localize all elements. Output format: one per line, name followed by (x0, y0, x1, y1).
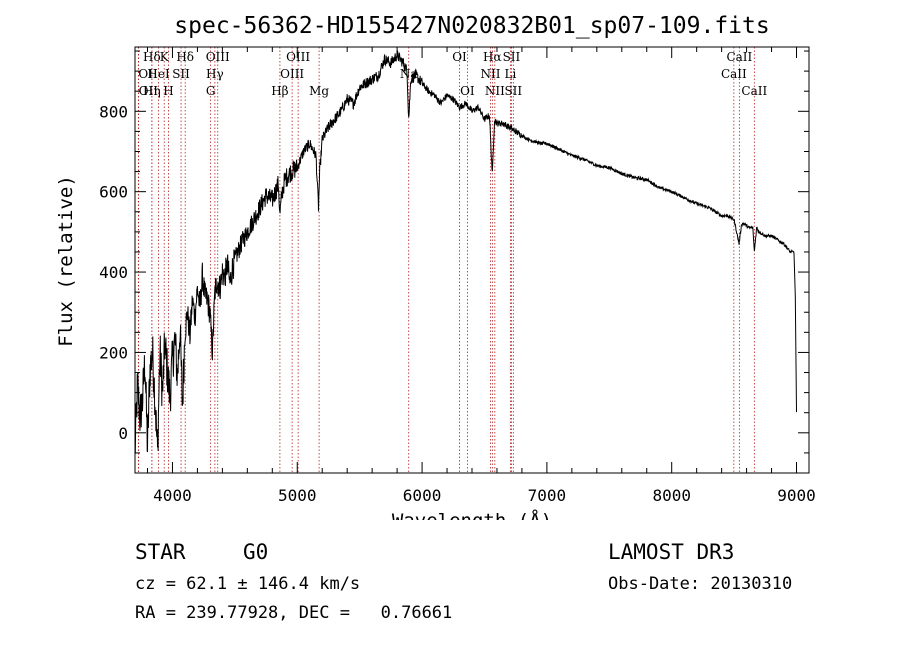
line-label-18: OI (460, 84, 475, 98)
y-tick-label-3: 600 (99, 183, 128, 202)
line-label-25: CaII (726, 50, 752, 64)
x-tick-label-1: 5000 (278, 486, 317, 505)
x-tick-label-0: 4000 (153, 486, 192, 505)
y-axis: 0 200 400 600 800 (99, 50, 809, 474)
x-tick-label-3: 7000 (528, 486, 567, 505)
y-tick-label-4: 800 (99, 102, 128, 121)
redshift-velocity: cz = 62.1 ± 146.4 km/s (135, 574, 361, 594)
x-axis: 4000 5000 6000 7000 8000 9000 (146, 47, 816, 505)
y-axis-label: Flux (relative) (55, 175, 77, 347)
line-label-22: Li (505, 67, 517, 81)
x-tick-label-5: 9000 (777, 486, 816, 505)
line-label-23: NII (485, 84, 505, 98)
line-label-0: Hδ (143, 50, 161, 64)
line-label-4: Hη (143, 84, 161, 98)
line-label-9: OIII (206, 50, 230, 64)
line-label-6: H (163, 84, 173, 98)
line-label-5: K (160, 50, 170, 64)
line-label-2: OII (139, 84, 159, 98)
line-label-27: CaII (741, 84, 767, 98)
line-label-11: G (206, 84, 216, 98)
line-label-14: OIII (280, 67, 304, 81)
line-label-20: SII (503, 50, 521, 64)
y-tick-label-0: 0 (118, 424, 128, 443)
x-tick-label-2: 6000 (403, 486, 442, 505)
spectral-subclass: G0 (243, 540, 269, 564)
line-label-19: Hα (483, 50, 502, 64)
y-tick-label-2: 400 (99, 263, 128, 282)
spectrum-series-line (134, 50, 797, 454)
survey-name: LAMOST DR3 (608, 540, 735, 564)
y-tick-label-1: 200 (99, 343, 128, 362)
coordinates: RA = 239.77928, DEC = 0.76661 (135, 603, 453, 623)
observation-date: Obs-Date: 20130310 (608, 574, 793, 594)
x-axis-label: Wavelength (Å) (392, 509, 552, 520)
line-label-26: CaII (721, 67, 747, 81)
object-class: STAR (135, 540, 186, 564)
line-label-1: OII (138, 67, 158, 81)
x-tick-label-4: 8000 (652, 486, 691, 505)
line-label-7: SII (172, 67, 190, 81)
chart-title: spec-56362-HD155427N020832B01_sp07-109.f… (174, 13, 769, 39)
spectrum-chart: spec-56362-HD155427N020832B01_sp07-109.f… (55, 13, 816, 520)
line-label-17: OI (452, 50, 467, 64)
line-label-12: Hβ (271, 84, 288, 98)
line-label-3: HeI (147, 67, 170, 81)
line-label-8: Hδ (176, 50, 194, 64)
line-label-15: Mg (309, 84, 329, 98)
spectral-line-markers (137, 47, 755, 473)
line-label-24: SII (504, 84, 522, 98)
line-label-13: OIII (286, 50, 310, 64)
line-label-10: Hγ (206, 67, 224, 81)
line-label-21: NII (480, 67, 500, 81)
